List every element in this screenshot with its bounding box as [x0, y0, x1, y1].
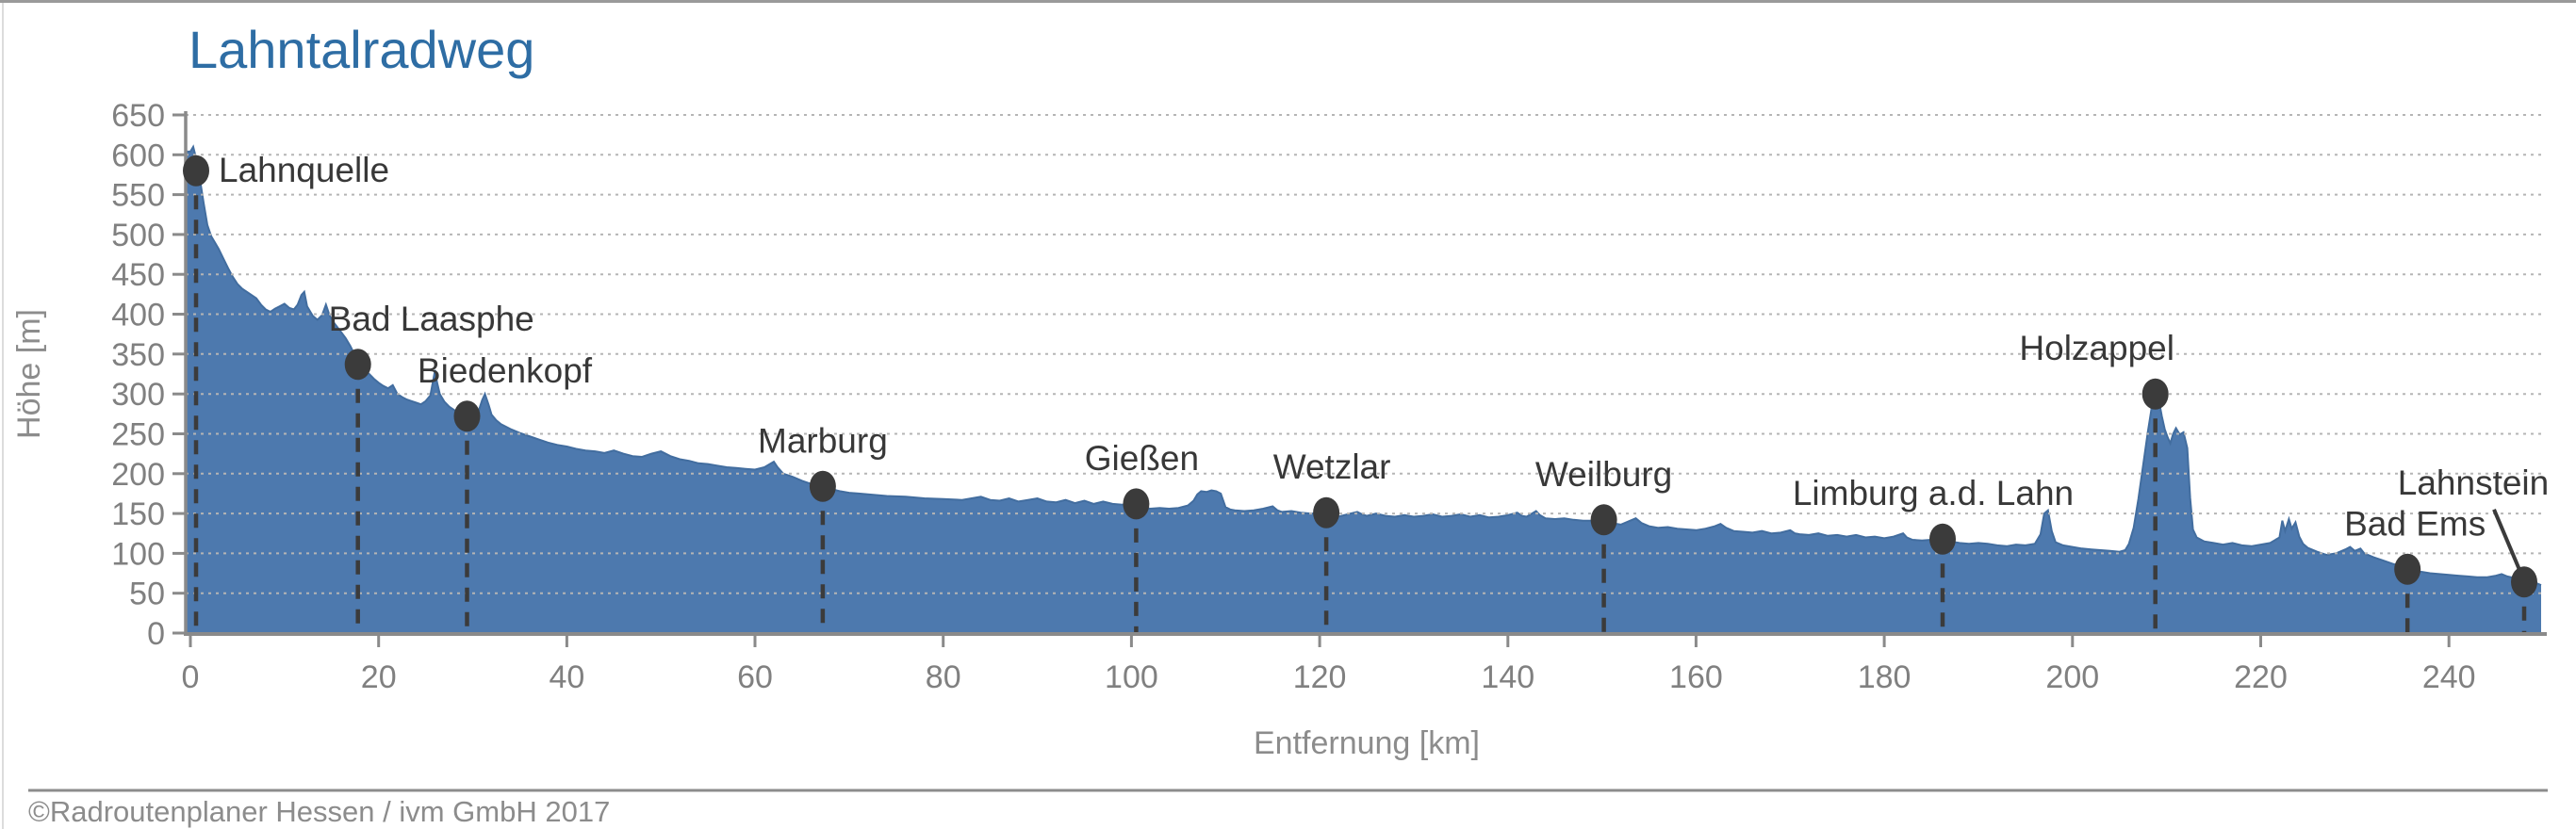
- y-tick-label-200: 200: [111, 457, 165, 493]
- marker-label-gie-en: Gießen: [1085, 439, 1199, 478]
- marker-wetzlar: Wetzlar: [1273, 447, 1391, 632]
- x-tick-label-100: 100: [1105, 659, 1158, 695]
- y-tick-label-150: 150: [111, 496, 165, 532]
- y-tick-label-550: 550: [111, 178, 165, 214]
- marker-dot-gie-en: [1123, 488, 1150, 520]
- marker-label-limburg-a-d-lahn: Limburg a.d. Lahn: [1793, 474, 2074, 512]
- x-tick-label-60: 60: [737, 659, 773, 695]
- marker-dot-lahnstein: [2511, 566, 2537, 598]
- marker-label-biedenkopf: Biedenkopf: [418, 351, 593, 390]
- marker-dot-biedenkopf: [453, 400, 481, 432]
- elevation-area-layer: [186, 144, 2542, 636]
- chart-title: Lahntalradweg: [189, 20, 534, 79]
- left-border-line: [2, 3, 4, 829]
- y-tick-label-650: 650: [111, 98, 165, 134]
- y-tick-label-300: 300: [111, 377, 165, 413]
- y-tick-label-0: 0: [147, 616, 165, 652]
- x-tick-label-220: 220: [2234, 659, 2288, 695]
- marker-marburg: Marburg: [758, 421, 888, 632]
- marker-dot-wetzlar: [1313, 496, 1340, 528]
- marker-dot-lahnquelle: [183, 154, 209, 187]
- y-tick-label-450: 450: [111, 257, 165, 293]
- marker-dot-bad-laasphe: [344, 349, 371, 381]
- x-tick-label-40: 40: [549, 659, 584, 695]
- x-tick-label-140: 140: [1481, 659, 1534, 695]
- marker-label-wetzlar: Wetzlar: [1273, 447, 1391, 486]
- marker-label-lahnquelle: Lahnquelle: [219, 151, 389, 189]
- y-tick-label-600: 600: [111, 138, 165, 173]
- x-tick-label-80: 80: [926, 659, 961, 695]
- x-tick-label-240: 240: [2422, 659, 2476, 695]
- marker-lahnstein: Lahnstein: [2398, 463, 2549, 632]
- top-border-line: [0, 0, 2576, 3]
- marker-dot-limburg-a-d-lahn: [1929, 523, 1956, 555]
- y-tick-label-500: 500: [111, 218, 165, 253]
- marker-callout-line-lahnstein: [2492, 509, 2521, 571]
- y-tick-label-350: 350: [111, 337, 165, 373]
- axes-layer: [172, 111, 2547, 647]
- y-tick-label-400: 400: [111, 298, 165, 333]
- marker-gie-en: Gießen: [1085, 439, 1199, 632]
- marker-lahnquelle: Lahnquelle: [183, 151, 389, 632]
- y-tick-label-250: 250: [111, 417, 165, 453]
- copyright-text: ©Radroutenplaner Hessen / ivm GmbH 2017: [28, 795, 610, 828]
- marker-limburg-a-d-lahn: Limburg a.d. Lahn: [1793, 474, 2074, 632]
- x-tick-label-20: 20: [361, 659, 397, 695]
- marker-bad-laasphe: Bad Laasphe: [329, 300, 534, 632]
- marker-dot-holzappel: [2141, 378, 2169, 410]
- city-marker-layer: Lahnquelle Bad Laasphe Biedenkopf Marburg Gi…: [183, 151, 2549, 632]
- marker-holzappel: Holzappel: [2019, 329, 2174, 632]
- marker-weilburg: Weilburg: [1535, 455, 1672, 632]
- x-tick-label-160: 160: [1669, 659, 1723, 695]
- y-axis-title: Höhe [m]: [11, 309, 47, 439]
- marker-dot-marburg: [809, 470, 836, 502]
- tick-label-layer: 0501001502002503003504004505005506006500…: [111, 98, 2475, 695]
- marker-biedenkopf: Biedenkopf: [418, 351, 593, 632]
- x-tick-label-200: 200: [2045, 659, 2099, 695]
- marker-dot-weilburg: [1590, 504, 1617, 536]
- marker-label-weilburg: Weilburg: [1535, 455, 1672, 494]
- marker-label-bad-laasphe: Bad Laasphe: [329, 300, 534, 338]
- x-tick-label-0: 0: [182, 659, 200, 695]
- x-tick-label-120: 120: [1293, 659, 1347, 695]
- y-tick-label-50: 50: [129, 577, 165, 612]
- y-tick-label-100: 100: [111, 536, 165, 572]
- marker-label-bad-ems: Bad Ems: [2344, 504, 2486, 543]
- x-tick-label-180: 180: [1858, 659, 1911, 695]
- elevation-area: [186, 146, 2541, 636]
- gridline-layer: [186, 114, 2543, 594]
- marker-dot-bad-ems: [2394, 553, 2421, 585]
- x-axis-title: Entfernung [km]: [1254, 725, 1480, 761]
- marker-label-lahnstein: Lahnstein: [2398, 463, 2549, 502]
- marker-label-marburg: Marburg: [758, 421, 888, 460]
- marker-label-holzappel: Holzappel: [2019, 329, 2174, 367]
- marker-bad-ems: Bad Ems: [2344, 504, 2486, 632]
